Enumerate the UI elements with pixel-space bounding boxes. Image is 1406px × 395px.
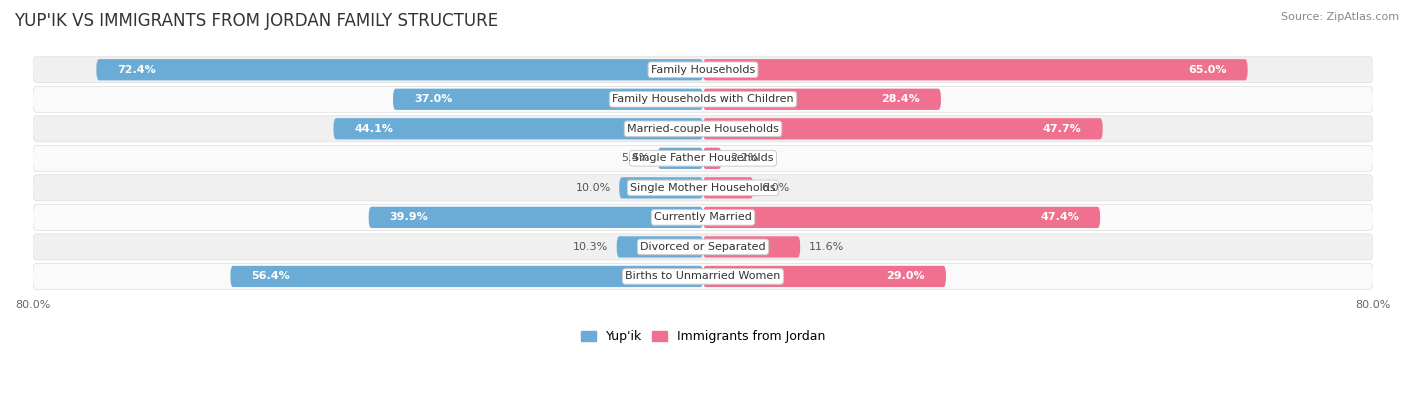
Text: 44.1%: 44.1% [354, 124, 394, 134]
Text: 47.7%: 47.7% [1043, 124, 1081, 134]
FancyBboxPatch shape [333, 118, 703, 139]
FancyBboxPatch shape [368, 207, 703, 228]
Text: Divorced or Separated: Divorced or Separated [640, 242, 766, 252]
Text: Currently Married: Currently Married [654, 213, 752, 222]
FancyBboxPatch shape [32, 145, 1374, 171]
Text: Source: ZipAtlas.com: Source: ZipAtlas.com [1281, 12, 1399, 22]
Text: 47.4%: 47.4% [1040, 213, 1080, 222]
Text: 5.4%: 5.4% [621, 153, 650, 163]
Text: 10.3%: 10.3% [574, 242, 609, 252]
Text: 29.0%: 29.0% [886, 271, 925, 282]
Text: 11.6%: 11.6% [808, 242, 844, 252]
Text: 56.4%: 56.4% [252, 271, 290, 282]
FancyBboxPatch shape [97, 59, 703, 80]
FancyBboxPatch shape [32, 204, 1374, 230]
FancyBboxPatch shape [658, 148, 703, 169]
Text: YUP'IK VS IMMIGRANTS FROM JORDAN FAMILY STRUCTURE: YUP'IK VS IMMIGRANTS FROM JORDAN FAMILY … [14, 12, 498, 30]
Text: Family Households with Children: Family Households with Children [612, 94, 794, 104]
Text: Single Mother Households: Single Mother Households [630, 183, 776, 193]
Text: 10.0%: 10.0% [575, 183, 610, 193]
FancyBboxPatch shape [703, 236, 800, 258]
FancyBboxPatch shape [703, 177, 754, 199]
FancyBboxPatch shape [32, 116, 1374, 142]
Text: Births to Unmarried Women: Births to Unmarried Women [626, 271, 780, 282]
Text: 2.2%: 2.2% [730, 153, 758, 163]
FancyBboxPatch shape [32, 57, 1374, 83]
Text: Married-couple Households: Married-couple Households [627, 124, 779, 134]
FancyBboxPatch shape [703, 207, 1099, 228]
FancyBboxPatch shape [619, 177, 703, 199]
Text: 6.0%: 6.0% [762, 183, 790, 193]
FancyBboxPatch shape [394, 88, 703, 110]
FancyBboxPatch shape [32, 234, 1374, 260]
FancyBboxPatch shape [703, 88, 941, 110]
Text: 39.9%: 39.9% [389, 213, 429, 222]
FancyBboxPatch shape [231, 266, 703, 287]
FancyBboxPatch shape [617, 236, 703, 258]
Legend: Yup'ik, Immigrants from Jordan: Yup'ik, Immigrants from Jordan [581, 330, 825, 343]
FancyBboxPatch shape [32, 86, 1374, 112]
FancyBboxPatch shape [32, 263, 1374, 290]
Text: Single Father Households: Single Father Households [633, 153, 773, 163]
Text: 65.0%: 65.0% [1188, 65, 1226, 75]
Text: 28.4%: 28.4% [882, 94, 920, 104]
Text: 72.4%: 72.4% [117, 65, 156, 75]
FancyBboxPatch shape [703, 266, 946, 287]
FancyBboxPatch shape [703, 118, 1102, 139]
FancyBboxPatch shape [703, 59, 1247, 80]
Text: 37.0%: 37.0% [413, 94, 453, 104]
FancyBboxPatch shape [703, 148, 721, 169]
Text: Family Households: Family Households [651, 65, 755, 75]
FancyBboxPatch shape [32, 175, 1374, 201]
